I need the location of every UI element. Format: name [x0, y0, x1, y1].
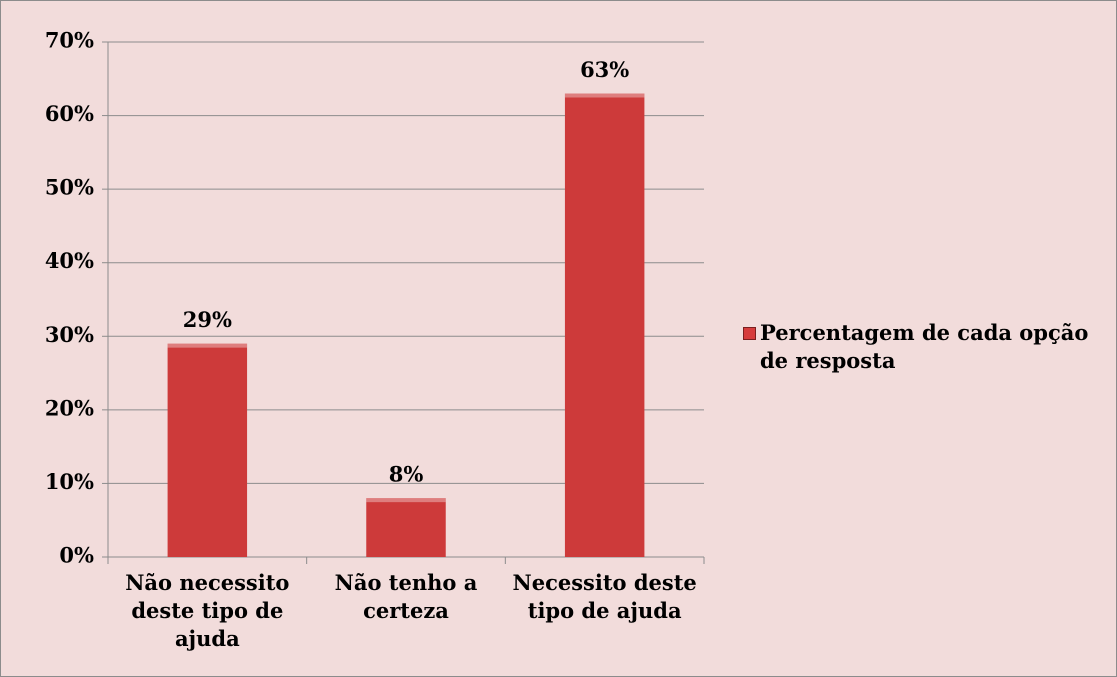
y-tick-label: 50%: [45, 175, 94, 200]
x-tick-label: Necessito deste tipo de ajuda: [512, 570, 697, 623]
bar: [564, 93, 645, 557]
bar-top: [564, 93, 645, 98]
y-tick-label: 60%: [45, 101, 94, 126]
legend-swatch: [743, 327, 756, 340]
bar-top: [167, 343, 248, 348]
y-tick-label: 20%: [45, 395, 94, 420]
x-tick-label: Não tenho a certeza: [334, 570, 478, 623]
bar-top: [366, 498, 446, 503]
y-tick-label: 0%: [59, 543, 94, 568]
legend-label: Percentagem de cada opção de resposta: [760, 320, 1089, 373]
data-label: 63%: [580, 57, 629, 82]
bar-shade: [366, 498, 445, 557]
bar: [167, 343, 248, 557]
data-label: 29%: [183, 307, 232, 332]
bar-shade: [168, 344, 247, 557]
y-tick-label: 10%: [45, 469, 94, 494]
legend: Percentagem de cada opção de resposta: [743, 319, 1103, 375]
data-label: 8%: [389, 462, 424, 487]
bar-shade: [565, 94, 644, 558]
y-tick-label: 40%: [45, 248, 94, 273]
x-tick-label: Não necessito deste tipo de ajuda: [125, 570, 290, 651]
y-tick-label: 70%: [45, 28, 94, 53]
bar: [366, 498, 446, 557]
y-tick-label: 30%: [45, 322, 94, 347]
